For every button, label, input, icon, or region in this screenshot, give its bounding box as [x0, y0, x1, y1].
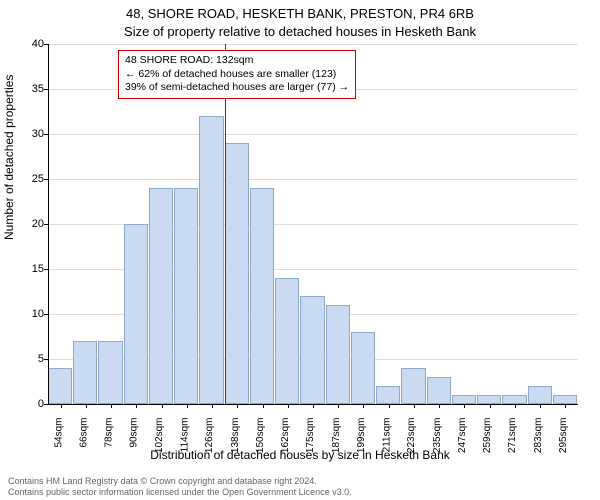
chart-title-address: 48, SHORE ROAD, HESKETH BANK, PRESTON, P…	[0, 6, 600, 21]
chart-subtitle: Size of property relative to detached ho…	[0, 24, 600, 39]
callout-line3: 39% of semi-detached houses are larger (…	[125, 81, 349, 95]
y-tick-label: 40	[18, 38, 44, 50]
footer-line1: Contains HM Land Registry data © Crown c…	[8, 476, 352, 487]
histogram-bar	[73, 341, 97, 404]
histogram-bar	[427, 377, 451, 404]
chart-container: 48, SHORE ROAD, HESKETH BANK, PRESTON, P…	[0, 0, 600, 500]
histogram-bar	[275, 278, 299, 404]
x-tick-label: 150sqm	[255, 418, 266, 454]
histogram-bar	[300, 296, 324, 404]
histogram-bar	[199, 116, 223, 404]
x-tick-label: 295sqm	[558, 418, 569, 454]
y-tick-label: 25	[18, 173, 44, 185]
footer-attribution: Contains HM Land Registry data © Crown c…	[8, 476, 352, 498]
x-tick-label: 102sqm	[154, 418, 165, 454]
x-tick-label: 211sqm	[381, 418, 392, 453]
histogram-bar	[250, 188, 274, 404]
y-axis-label: Number of detached properties	[2, 75, 16, 240]
histogram-bar	[98, 341, 122, 404]
x-tick-label: 162sqm	[280, 418, 291, 454]
histogram-bar	[124, 224, 148, 404]
y-tick-label: 0	[18, 398, 44, 410]
histogram-bar	[48, 368, 72, 404]
y-tick-label: 5	[18, 353, 44, 365]
histogram-bar	[452, 395, 476, 404]
x-tick-label: 247sqm	[457, 418, 468, 454]
histogram-bar	[376, 386, 400, 404]
histogram-bar	[326, 305, 350, 404]
footer-line2: Contains public sector information licen…	[8, 487, 352, 498]
x-tick-label: 235sqm	[432, 418, 443, 454]
callout-line1: 48 SHORE ROAD: 132sqm	[125, 54, 349, 68]
x-tick-label: 54sqm	[53, 418, 64, 448]
histogram-bar	[502, 395, 526, 404]
histogram-bar	[477, 395, 501, 404]
x-tick-label: 187sqm	[331, 418, 342, 454]
x-tick-label: 271sqm	[507, 418, 518, 454]
histogram-bar	[225, 143, 249, 404]
x-tick-label: 90sqm	[129, 418, 140, 448]
x-tick-label: 175sqm	[306, 418, 317, 454]
gridline	[48, 179, 578, 180]
x-tick-label: 66sqm	[78, 418, 89, 448]
x-axis-line	[48, 404, 578, 405]
y-tick-label: 20	[18, 218, 44, 230]
y-axis-line	[48, 44, 49, 404]
x-tick-label: 126sqm	[205, 418, 216, 454]
x-tick-label: 138sqm	[230, 418, 241, 454]
y-tick-label: 35	[18, 83, 44, 95]
histogram-bar	[528, 386, 552, 404]
callout-line2: ← 62% of detached houses are smaller (12…	[125, 68, 349, 82]
x-tick-label: 114sqm	[179, 418, 190, 453]
histogram-bar	[401, 368, 425, 404]
callout-box: 48 SHORE ROAD: 132sqm← 62% of detached h…	[118, 50, 356, 99]
x-tick-label: 283sqm	[533, 418, 544, 454]
y-tick-label: 15	[18, 263, 44, 275]
gridline	[48, 134, 578, 135]
histogram-bar	[351, 332, 375, 404]
gridline	[48, 44, 578, 45]
x-tick-label: 223sqm	[406, 418, 417, 454]
x-tick-label: 199sqm	[356, 418, 367, 454]
histogram-bar	[174, 188, 198, 404]
y-tick-label: 30	[18, 128, 44, 140]
x-tick-label: 259sqm	[482, 418, 493, 454]
y-tick-label: 10	[18, 308, 44, 320]
plot-area: 051015202530354054sqm66sqm78sqm90sqm102s…	[48, 44, 578, 404]
histogram-bar	[553, 395, 577, 404]
histogram-bar	[149, 188, 173, 404]
x-tick-label: 78sqm	[104, 418, 115, 448]
